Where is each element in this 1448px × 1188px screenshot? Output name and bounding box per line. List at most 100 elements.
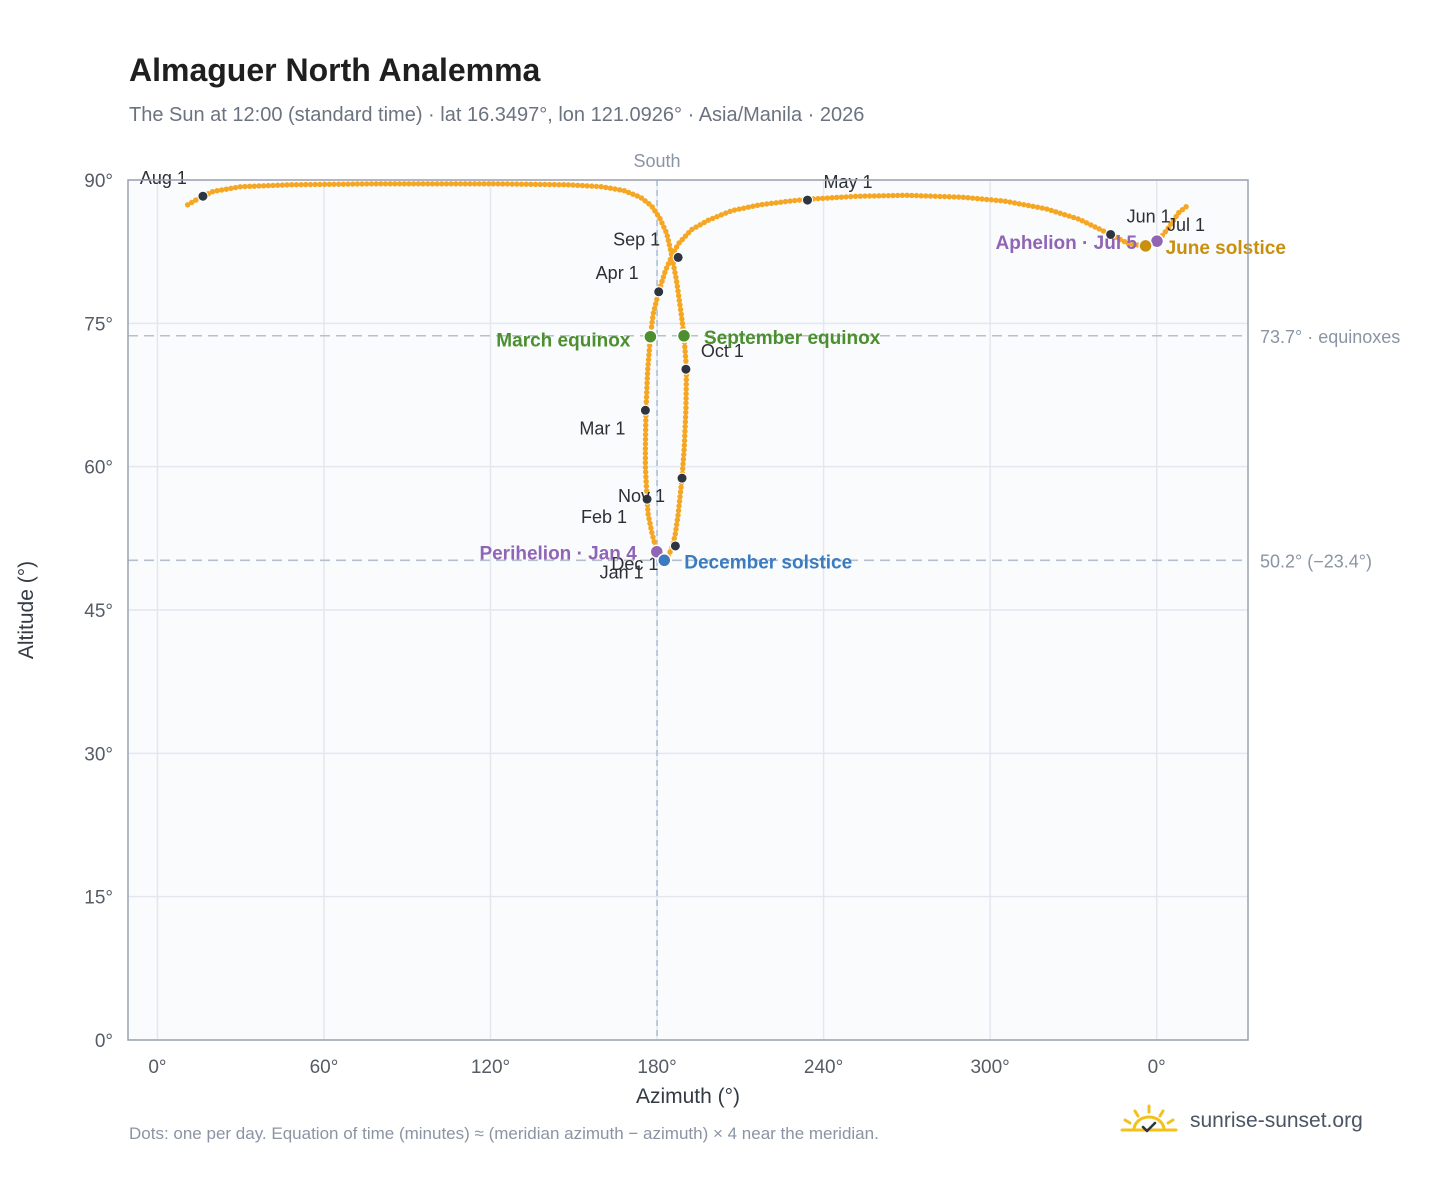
day-dot (1100, 228, 1107, 234)
day-dot (643, 422, 649, 428)
day-dot (646, 342, 653, 349)
day-dot (649, 204, 655, 210)
sun-logo-icon (1120, 1104, 1178, 1133)
month-label: May 1 (823, 172, 872, 192)
day-dot (727, 208, 733, 215)
day-dot (663, 265, 670, 271)
day-dot (681, 447, 687, 453)
day-dot (646, 201, 652, 207)
day-dot (1121, 238, 1128, 245)
month-marker (639, 404, 651, 416)
day-dot (415, 181, 422, 187)
day-dot (899, 192, 906, 199)
day-dot (485, 181, 492, 187)
day-dot (682, 419, 689, 425)
day-dot (1162, 229, 1169, 235)
day-dot (951, 194, 957, 200)
day-dot (675, 288, 681, 294)
month-label: Mar 1 (579, 418, 625, 438)
day-dot (796, 197, 803, 203)
day-dot (523, 181, 529, 187)
month-label: Aug 1 (140, 168, 187, 188)
day-dot (678, 311, 684, 317)
day-dot (457, 181, 464, 187)
day-dot (584, 183, 590, 189)
day-dot (652, 208, 658, 214)
day-dot (642, 455, 649, 461)
day-dot (646, 352, 652, 358)
day-dot (672, 269, 678, 276)
day-dot (1048, 207, 1054, 214)
day-dot (481, 181, 487, 187)
day-dot (965, 195, 971, 201)
day-dot (228, 185, 234, 192)
day-dot (745, 204, 752, 210)
day-dot (675, 293, 682, 299)
day-dot (642, 469, 649, 475)
day-dot (718, 212, 725, 218)
day-dot (368, 181, 375, 187)
y-tick-label: 30° (84, 744, 113, 765)
day-dot (645, 366, 651, 372)
day-dot (714, 213, 720, 220)
day-dot (589, 183, 595, 189)
day-dot (681, 442, 688, 448)
axis-ticks: 0° 60° 120° 180° 240° 300° 0° 0° 15° 30° 45° 60° 75°… (84, 171, 1165, 1078)
day-dot (223, 186, 230, 192)
brand[interactable]: sunrise-sunset.org (1120, 1103, 1363, 1139)
day-dot (551, 181, 557, 188)
day-dot (683, 376, 690, 383)
day-dot (676, 498, 683, 505)
day-dot (927, 193, 934, 199)
day-dot (616, 187, 623, 193)
day-dot (983, 196, 990, 203)
day-dot (1016, 201, 1022, 207)
day-dot (279, 182, 286, 188)
day-dot (643, 394, 650, 400)
day-dot (642, 450, 649, 457)
day-dot (420, 181, 426, 187)
day-dot (439, 181, 445, 187)
day-dot (326, 181, 332, 188)
day-dot (815, 195, 821, 202)
day-dot (683, 400, 689, 406)
day-dot (476, 181, 482, 187)
day-dot (514, 181, 520, 187)
month-label: Oct 1 (701, 341, 744, 361)
day-dot (768, 200, 775, 207)
day-dot (682, 414, 689, 420)
day-dot (642, 441, 649, 447)
y-tick-label: 90° (84, 171, 113, 192)
day-dot (680, 461, 686, 467)
day-dot (1070, 214, 1077, 221)
month-label: Sep 1 (613, 229, 660, 249)
day-dot (189, 199, 195, 206)
month-marker (672, 251, 684, 263)
day-dot (969, 195, 976, 201)
reference-line-label: 50.2° (−23.4°) (1260, 551, 1372, 571)
day-dot (1096, 226, 1102, 232)
day-dot (871, 193, 877, 199)
day-dot (848, 193, 854, 200)
day-dot (645, 361, 651, 368)
day-dot (683, 391, 689, 397)
day-dot (890, 192, 896, 199)
day-dot (219, 187, 225, 193)
day-dot (677, 302, 683, 308)
day-dot (293, 181, 300, 188)
day-dot (579, 182, 586, 189)
day-dot (643, 478, 649, 485)
day-dot (647, 520, 653, 527)
day-dot (659, 278, 665, 285)
day-dot (387, 181, 393, 187)
event-marker (657, 553, 672, 568)
day-dot (612, 186, 618, 192)
day-dot (792, 197, 798, 204)
day-dot (778, 199, 784, 205)
day-dot (546, 181, 553, 188)
day-dot (625, 189, 632, 196)
y-tick-label: 15° (84, 888, 113, 909)
day-dot (661, 224, 667, 230)
day-dot (652, 301, 659, 307)
